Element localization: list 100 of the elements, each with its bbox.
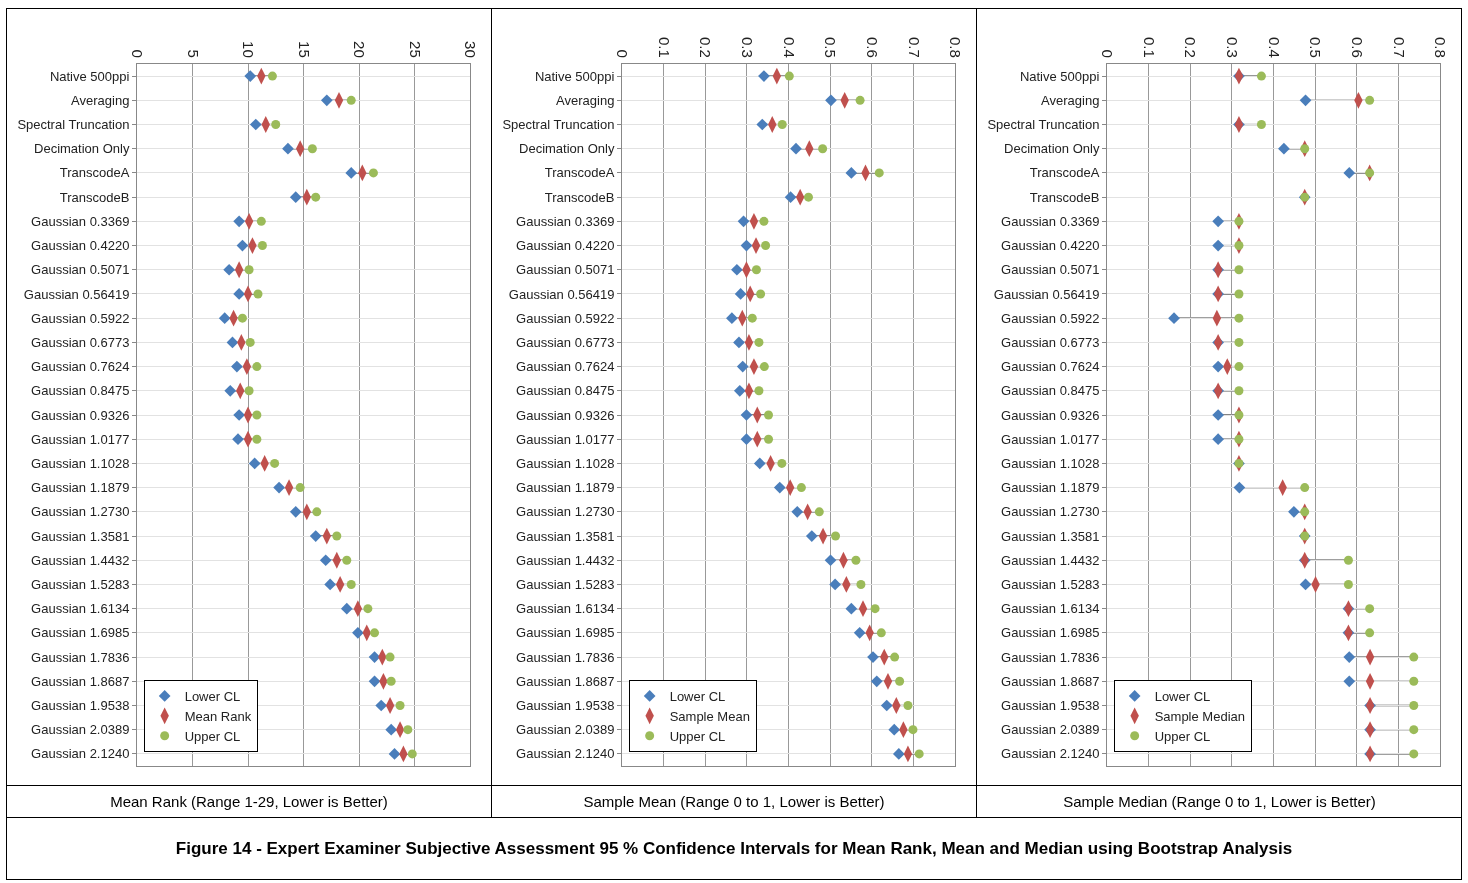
y-tick-label: Gaussian 0.8475 [516,383,615,399]
x-tick-label: 0 [614,49,632,58]
y-tick-label: Gaussian 0.4220 [1001,238,1100,254]
legend-label: Upper CL [669,728,726,744]
x-axis-title: Sample Mean (Range 0 to 1, Lower is Better) [582,792,886,812]
y-tick-label: Gaussian 0.6773 [516,334,615,350]
y-tick-label: Gaussian 1.0177 [31,431,130,447]
y-tick-label: Gaussian 0.9326 [31,407,130,423]
x-axis-title: Sample Median (Range 0 to 1, Lower is Better) [1062,792,1377,812]
x-tick-label: 0.7 [905,36,923,58]
x-tick-label: 0.4 [780,36,798,58]
x-tick-label: 0.8 [1432,36,1450,58]
x-axis-title: Mean Rank (Range 1-29, Lower is Better) [109,792,389,812]
y-tick-label: Gaussian 0.7624 [1001,359,1100,375]
y-tick-label: Gaussian 1.1879 [1001,480,1100,496]
x-tick-label: 0.3 [739,36,757,58]
y-tick-label: Gaussian 0.7624 [31,359,130,375]
y-tick-label: Gaussian 2.1240 [31,746,130,762]
x-tick-label: 5 [184,49,202,58]
y-tick-label: Gaussian 0.4220 [516,238,615,254]
x-tick-label: 0.6 [1348,36,1366,58]
y-tick-label: Decimation Only [519,141,615,157]
y-tick-label: Gaussian 1.8687 [516,673,615,689]
y-tick-label: Gaussian 0.56419 [508,286,615,302]
x-tick-label: 0.4 [1265,36,1283,58]
y-tick-label: Native 500ppi [49,68,130,84]
x-tick-label: 0.1 [655,36,673,58]
y-tick-label: Gaussian 1.5283 [1001,577,1100,592]
legend-label: Upper CL [184,728,241,744]
y-tick-label: Decimation Only [34,141,130,157]
x-tick-label: 0.5 [822,36,840,58]
y-tick-label: Gaussian 0.4220 [31,238,130,254]
x-tick-label: 0.2 [697,36,715,58]
y-tick-label: Gaussian 1.2730 [31,504,130,520]
y-tick-label: Gaussian 1.2730 [516,504,615,520]
y-tick-label: Gaussian 1.4432 [1001,552,1100,568]
y-tick-label: Gaussian 0.6773 [1001,334,1100,350]
x-tick-label: 20 [351,41,369,58]
y-tick-label: Gaussian 1.8687 [1001,673,1100,689]
y-tick-label: Gaussian 1.7836 [31,649,130,665]
y-tick-label: Gaussian 2.1240 [516,746,615,762]
y-tick-label: Gaussian 0.8475 [1001,383,1100,399]
y-tick-label: Gaussian 1.4432 [31,552,130,568]
legend-label: Mean Rank [184,708,252,724]
y-tick-label: Gaussian 1.4432 [516,552,615,568]
y-tick-label: Gaussian 1.3581 [1001,528,1100,544]
y-tick-label: Gaussian 0.5071 [516,262,615,278]
y-tick-label: TranscodeB [1029,189,1100,205]
y-tick-label: Gaussian 1.0177 [1001,431,1100,447]
y-tick-label: Gaussian 1.1879 [516,480,615,496]
y-tick-label: Gaussian 1.6985 [516,625,615,641]
x-tick-label: 0 [1099,49,1117,58]
y-tick-label: TranscodeA [1029,165,1100,181]
y-tick-label: Gaussian 0.3369 [1001,213,1100,229]
y-tick-label: Gaussian 1.6985 [1001,625,1100,641]
y-tick-label: Gaussian 1.9538 [516,698,615,714]
y-tick-label: Averaging [1041,92,1100,108]
y-tick-label: Gaussian 0.9326 [1001,407,1100,423]
y-tick-label: Gaussian 0.5922 [31,310,130,326]
y-tick-label: Spectral Truncation [502,117,615,133]
y-tick-label: Gaussian 2.0389 [516,722,615,738]
y-tick-label: Gaussian 1.9538 [1001,698,1100,714]
y-tick-label: Gaussian 1.5283 [31,577,130,592]
y-tick-label: Gaussian 0.3369 [516,213,615,229]
y-tick-label: Gaussian 0.5922 [516,310,615,326]
y-tick-label: Gaussian 2.0389 [31,722,130,738]
y-tick-label: Gaussian 0.5071 [1001,262,1100,278]
y-tick-label: Gaussian 0.7624 [516,359,615,375]
y-tick-label: Gaussian 0.3369 [31,213,130,229]
legend-label: Lower CL [669,688,726,704]
y-tick-label: Gaussian 1.0177 [516,431,615,447]
x-tick-label: 25 [406,41,424,58]
y-tick-label: Gaussian 1.6134 [1001,601,1100,617]
legend-label: Upper CL [1154,728,1211,744]
x-tick-label: 0.2 [1182,36,1200,58]
caption: Figure 14 - Expert Examiner Subjective Assessment 95 % Confidence Intervals for Mean Rank, Mean and Median using Bootstrap Analysis [175,839,1293,859]
y-tick-label: Native 500ppi [534,68,615,84]
x-tick-label: 0 [129,49,147,58]
y-tick-label: Gaussian 1.7836 [516,649,615,665]
y-tick-label: Gaussian 1.3581 [31,528,130,544]
y-tick-label: Spectral Truncation [987,117,1100,133]
y-tick-label: Gaussian 1.1028 [1001,455,1100,471]
y-tick-label: Averaging [71,92,130,108]
y-tick-label: Gaussian 0.9326 [516,407,615,423]
x-tick-label: 0.6 [863,36,881,58]
x-tick-label: 0.5 [1307,36,1325,58]
x-tick-label: 0.3 [1224,36,1242,58]
legend-label: Lower CL [184,688,241,704]
y-tick-label: Gaussian 1.6985 [31,625,130,641]
y-tick-label: Decimation Only [1004,141,1100,157]
legend-label: Sample Mean [669,708,750,724]
legend-label: Lower CL [1154,688,1211,704]
y-tick-label: TranscodeA [59,165,130,181]
y-tick-label: Native 500ppi [1019,68,1100,84]
y-tick-label: Gaussian 0.56419 [23,286,130,302]
y-tick-label: Gaussian 2.0389 [1001,722,1100,738]
x-tick-label: 0.1 [1140,36,1158,58]
x-tick-label: 30 [462,41,480,58]
y-tick-label: Averaging [556,92,615,108]
y-tick-label: Gaussian 1.6134 [31,601,130,617]
